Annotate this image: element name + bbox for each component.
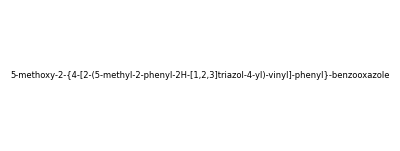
Text: 5-methoxy-2-{4-[2-(5-methyl-2-phenyl-2H-[1,2,3]triazol-4-yl)-vinyl]-phenyl}-benz: 5-methoxy-2-{4-[2-(5-methyl-2-phenyl-2H-…: [10, 71, 390, 80]
